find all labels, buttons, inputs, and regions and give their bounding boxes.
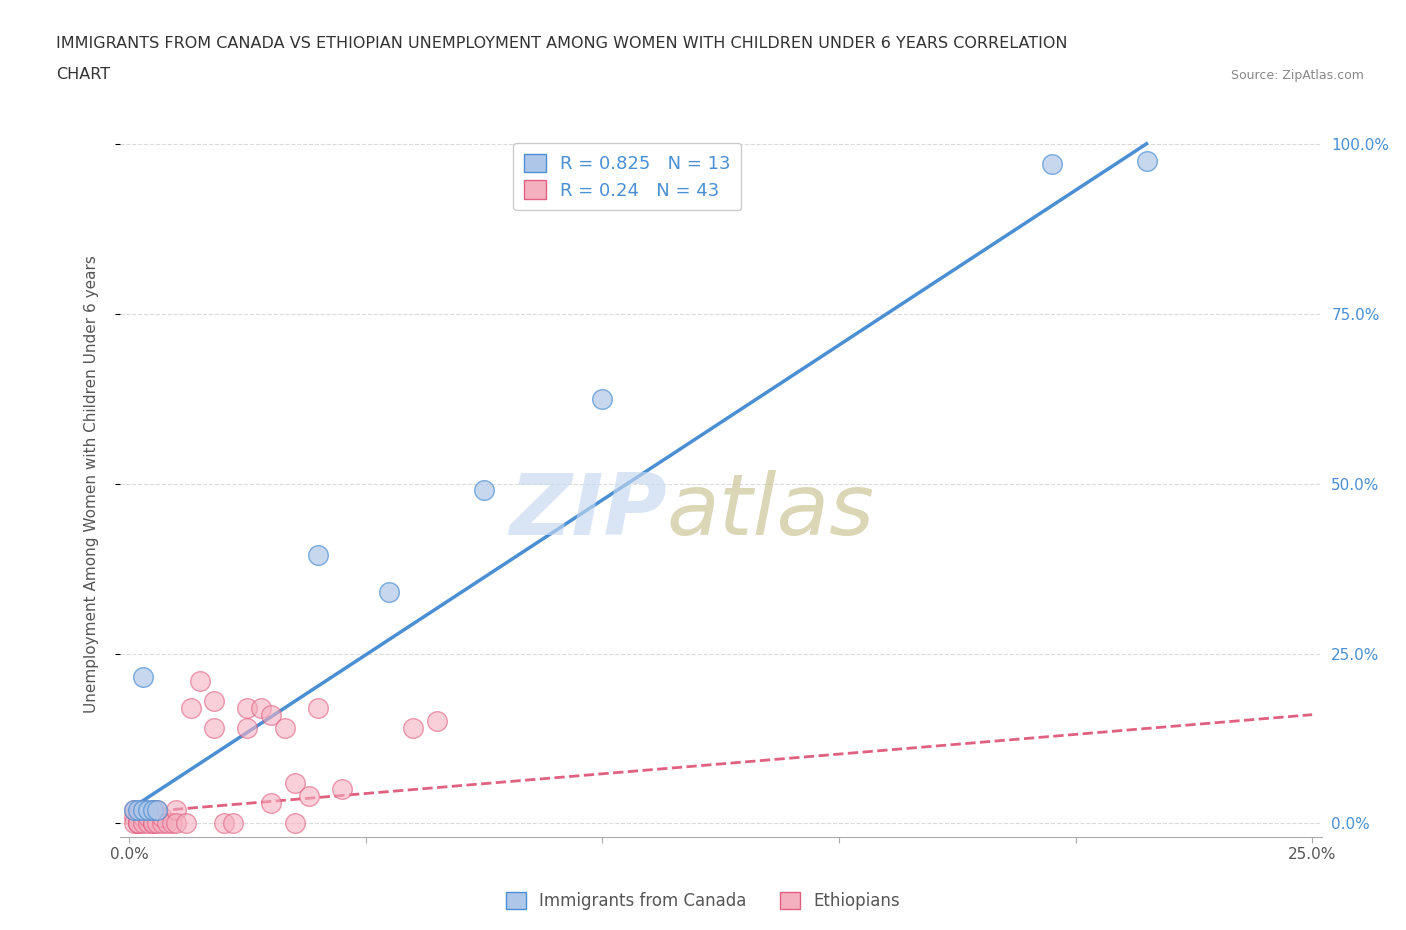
Point <box>284 816 307 830</box>
Point <box>132 809 155 824</box>
Point <box>122 809 145 824</box>
Point <box>132 816 155 830</box>
Point <box>307 700 329 715</box>
Point <box>236 700 259 715</box>
Point <box>1040 157 1063 172</box>
Point <box>146 803 169 817</box>
Point <box>174 816 197 830</box>
Point <box>378 585 401 600</box>
Point <box>202 694 225 709</box>
Point <box>165 803 187 817</box>
Point <box>188 673 211 688</box>
Point <box>136 809 159 824</box>
Point <box>260 707 283 722</box>
Point <box>136 803 159 817</box>
Point <box>127 816 149 830</box>
Point <box>330 782 353 797</box>
Point <box>146 816 169 830</box>
Point <box>212 816 235 830</box>
Point <box>127 809 149 824</box>
Point <box>1135 153 1157 168</box>
Point <box>472 483 495 498</box>
Text: CHART: CHART <box>56 67 110 82</box>
Point <box>202 721 225 736</box>
Point <box>179 700 201 715</box>
Point <box>122 803 145 817</box>
Point <box>402 721 425 736</box>
Point <box>150 809 173 824</box>
Y-axis label: Unemployment Among Women with Children Under 6 years: Unemployment Among Women with Children U… <box>84 255 98 712</box>
Point <box>260 795 283 810</box>
Legend: Immigrants from Canada, Ethiopians: Immigrants from Canada, Ethiopians <box>499 885 907 917</box>
Point <box>142 803 165 817</box>
Point <box>250 700 273 715</box>
Point <box>146 803 169 817</box>
Point <box>165 816 187 830</box>
Point <box>298 789 321 804</box>
Text: IMMIGRANTS FROM CANADA VS ETHIOPIAN UNEMPLOYMENT AMONG WOMEN WITH CHILDREN UNDER: IMMIGRANTS FROM CANADA VS ETHIOPIAN UNEM… <box>56 36 1067 51</box>
Point <box>236 721 259 736</box>
Point <box>132 670 155 684</box>
Legend: R = 0.825   N = 13, R = 0.24   N = 43: R = 0.825 N = 13, R = 0.24 N = 43 <box>513 143 741 210</box>
Point <box>284 776 307 790</box>
Point <box>307 548 329 563</box>
Point <box>122 803 145 817</box>
Point <box>127 816 149 830</box>
Text: Source: ZipAtlas.com: Source: ZipAtlas.com <box>1230 69 1364 82</box>
Text: atlas: atlas <box>666 471 875 553</box>
Point <box>142 816 165 830</box>
Point <box>136 816 159 830</box>
Point <box>132 803 155 817</box>
Point <box>274 721 297 736</box>
Point <box>142 816 165 830</box>
Point <box>150 816 173 830</box>
Text: ZIP: ZIP <box>509 471 666 553</box>
Point <box>127 803 149 817</box>
Point <box>142 803 165 817</box>
Point <box>132 803 155 817</box>
Point <box>156 816 179 830</box>
Point <box>160 816 183 830</box>
Point <box>127 816 149 830</box>
Point <box>222 816 245 830</box>
Point <box>591 392 613 406</box>
Point <box>426 714 449 729</box>
Point <box>122 816 145 830</box>
